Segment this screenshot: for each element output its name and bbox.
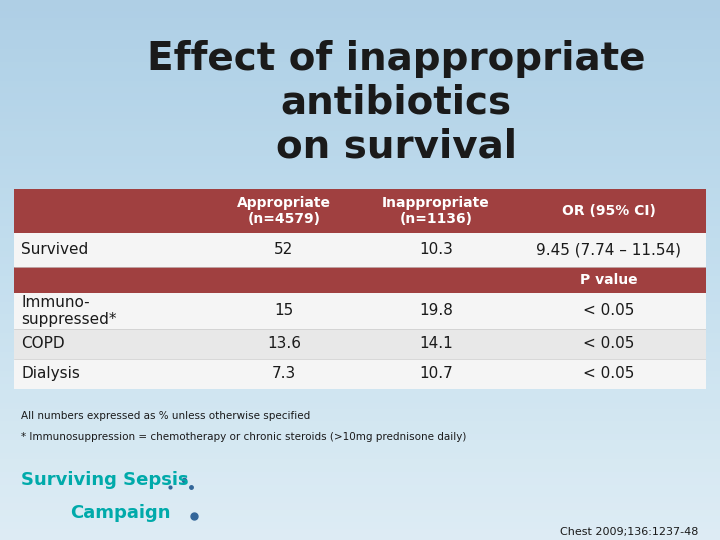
- Text: Effect of inappropriate
antibiotics
on survival: Effect of inappropriate antibiotics on s…: [147, 39, 645, 166]
- Text: * Immunosuppression = chemotherapy or chronic steroids (>10mg prednisone daily): * Immunosuppression = chemotherapy or ch…: [22, 432, 467, 442]
- Text: Appropriate
(n=4579): Appropriate (n=4579): [237, 196, 331, 226]
- FancyBboxPatch shape: [14, 359, 706, 389]
- Text: Chest 2009;136:1237-48: Chest 2009;136:1237-48: [560, 528, 698, 537]
- Text: 52: 52: [274, 242, 294, 258]
- Text: Immuno-
suppressed*: Immuno- suppressed*: [22, 295, 117, 327]
- Text: Campaign: Campaign: [70, 504, 170, 522]
- Text: 15: 15: [274, 303, 294, 319]
- FancyBboxPatch shape: [14, 267, 706, 293]
- Text: Survived: Survived: [22, 242, 89, 258]
- Text: 19.8: 19.8: [419, 303, 453, 319]
- Text: Dialysis: Dialysis: [22, 366, 80, 381]
- Text: P value: P value: [580, 273, 638, 287]
- Text: 10.3: 10.3: [419, 242, 453, 258]
- Text: < 0.05: < 0.05: [583, 303, 634, 319]
- Text: OR (95% CI): OR (95% CI): [562, 204, 656, 218]
- Text: < 0.05: < 0.05: [583, 336, 634, 352]
- Text: All numbers expressed as % unless otherwise specified: All numbers expressed as % unless otherw…: [22, 411, 310, 421]
- Text: COPD: COPD: [22, 336, 65, 352]
- Text: Inappropriate
(n=1136): Inappropriate (n=1136): [382, 196, 490, 226]
- Text: 9.45 (7.74 – 11.54): 9.45 (7.74 – 11.54): [536, 242, 681, 258]
- Text: 14.1: 14.1: [419, 336, 453, 352]
- Text: < 0.05: < 0.05: [583, 366, 634, 381]
- Text: 7.3: 7.3: [272, 366, 296, 381]
- Text: 13.6: 13.6: [267, 336, 301, 352]
- FancyBboxPatch shape: [14, 189, 706, 233]
- FancyBboxPatch shape: [14, 329, 706, 359]
- FancyBboxPatch shape: [14, 233, 706, 267]
- Text: 10.7: 10.7: [419, 366, 453, 381]
- Text: Surviving Sepsis: Surviving Sepsis: [22, 470, 189, 489]
- FancyBboxPatch shape: [14, 293, 706, 329]
